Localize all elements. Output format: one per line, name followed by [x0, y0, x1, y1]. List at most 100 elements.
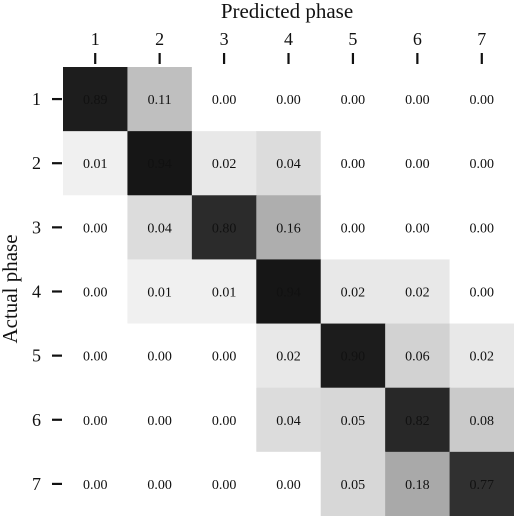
cell-value-label: 0.94 [276, 285, 301, 300]
cell-value-label: 0.00 [147, 350, 172, 365]
x-axis-title: Predicted phase [221, 0, 353, 23]
heatmap-cell [320, 387, 386, 453]
cell-value-label: 0.04 [147, 221, 172, 236]
cell-value-label: 0.05 [341, 414, 366, 429]
cell-value-label: 0.90 [341, 350, 366, 365]
cell-value-label: 0.82 [405, 414, 430, 429]
heatmap-cell [63, 323, 129, 389]
heatmap-cell [320, 259, 386, 325]
x-tick-label: 5 [348, 29, 357, 49]
cell-value-label: 0.02 [276, 350, 301, 365]
heatmap-cell [191, 259, 257, 325]
cell-value-label: 0.94 [147, 157, 172, 172]
heatmap-cell [191, 387, 257, 453]
y-axis-ticks: 1 2 3 4 5 6 7 [32, 89, 62, 494]
cell-value-label: 0.00 [83, 285, 108, 300]
heatmap-cell [449, 131, 514, 196]
cell-value-label: 0.00 [147, 414, 172, 429]
cell-value-label: 0.00 [341, 93, 366, 108]
cell-value-label: 0.00 [212, 478, 237, 493]
heatmap-cell [63, 259, 129, 325]
heatmap-cell [127, 323, 193, 389]
cell-value-label: 0.00 [83, 350, 108, 365]
cell-value-label: 0.77 [470, 478, 495, 493]
cell-value-label: 0.00 [212, 350, 237, 365]
heatmap-cell [385, 387, 451, 453]
x-axis-ticks: 1 2 3 4 5 6 7 [91, 29, 486, 64]
heatmap-cell [256, 387, 322, 453]
heatmap-cell [191, 131, 257, 196]
y-tick-label: 7 [32, 474, 41, 494]
x-tick-label: 4 [284, 29, 293, 49]
cell-value-label: 0.00 [212, 93, 237, 108]
heatmap-cell [256, 131, 322, 196]
heatmap-cell [63, 67, 129, 132]
heatmap-cell [385, 451, 451, 516]
x-tick-label: 7 [477, 29, 486, 49]
cell-value-label: 0.00 [405, 157, 430, 172]
cell-value-label: 0.00 [276, 478, 301, 493]
cell-value-label: 0.00 [212, 414, 237, 429]
heatmap-cell [256, 451, 322, 516]
cell-value-label: 0.00 [470, 221, 495, 236]
heatmap-cell [385, 67, 451, 132]
cell-value-label: 0.08 [470, 414, 495, 429]
cell-value-label: 0.02 [405, 285, 430, 300]
x-tick-label: 2 [155, 29, 164, 49]
cell-value-label: 0.00 [470, 285, 495, 300]
heatmap-cell [127, 131, 193, 196]
heatmap-cell [127, 195, 193, 261]
cell-value-label: 0.01 [212, 285, 237, 300]
heatmap-cell [63, 387, 129, 453]
cell-value-label: 0.02 [212, 157, 237, 172]
heatmap-cell [256, 323, 322, 389]
x-tick-label: 1 [91, 29, 100, 49]
cell-value-label: 0.80 [212, 221, 237, 236]
heatmap-cell [449, 259, 514, 325]
heatmap-cells: 0.89 0.11 0.00 0.00 0.00 0.00 0.00 0.01 0.94 0.02… [63, 67, 514, 516]
y-tick-label: 3 [32, 217, 41, 237]
heatmap-cell [320, 195, 386, 261]
heatmap-cell [385, 259, 451, 325]
heatmap-cell [191, 67, 257, 132]
y-axis-title: Actual phase [0, 234, 22, 343]
heatmap-cell [385, 323, 451, 389]
heatmap-cell [191, 195, 257, 261]
cell-value-label: 0.04 [276, 157, 301, 172]
heatmap-cell [127, 259, 193, 325]
cell-value-label: 0.04 [276, 414, 301, 429]
heatmap-cell [191, 451, 257, 516]
y-tick-label: 2 [32, 153, 41, 173]
cell-value-label: 0.06 [405, 350, 430, 365]
cell-value-label: 0.00 [405, 221, 430, 236]
heatmap-cell [127, 387, 193, 453]
cell-value-label: 0.05 [341, 478, 366, 493]
heatmap-cell [449, 323, 514, 389]
x-tick-label: 3 [220, 29, 229, 49]
cell-value-label: 0.00 [83, 221, 108, 236]
cell-value-label: 0.02 [470, 350, 495, 365]
cell-value-label: 0.16 [276, 221, 301, 236]
heatmap-cell [127, 67, 193, 132]
x-tick-label: 6 [413, 29, 422, 49]
cell-value-label: 0.00 [83, 414, 108, 429]
heatmap-cell [449, 451, 514, 516]
heatmap-cell [320, 323, 386, 389]
cell-value-label: 0.00 [341, 221, 366, 236]
heatmap-cell [320, 131, 386, 196]
y-tick-label: 1 [32, 89, 41, 109]
heatmap-cell [385, 131, 451, 196]
cell-value-label: 0.00 [341, 157, 366, 172]
cell-value-label: 0.11 [148, 93, 172, 108]
heatmap-cell [256, 195, 322, 261]
heatmap-cell [320, 451, 386, 516]
heatmap-cell [256, 259, 322, 325]
y-tick-label: 5 [32, 346, 41, 366]
heatmap-cell [449, 195, 514, 261]
heatmap-cell [63, 451, 129, 516]
cell-value-label: 0.00 [83, 478, 108, 493]
cell-value-label: 0.18 [405, 478, 430, 493]
cell-value-label: 0.00 [470, 157, 495, 172]
cell-value-label: 0.00 [470, 93, 495, 108]
